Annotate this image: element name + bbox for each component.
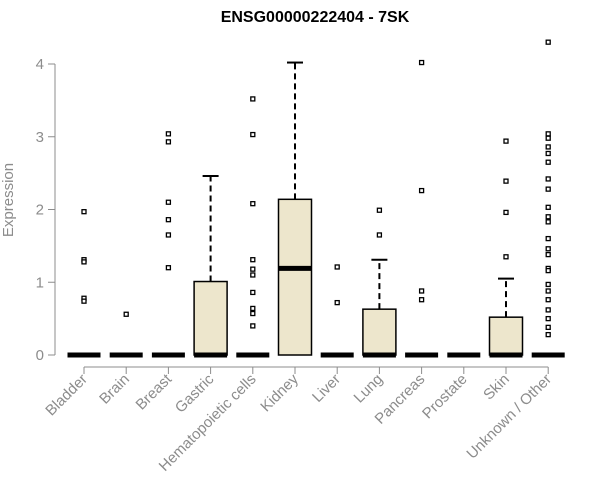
outlier-point [545,135,551,141]
outlier-point [545,214,551,220]
outlier-point [376,232,383,238]
outlier-point [250,266,256,272]
outlier-point [545,251,551,258]
box [277,198,313,356]
outlier-point [545,235,551,242]
outlier-point [545,307,551,313]
x-tick-label: Prostate [419,371,471,423]
y-tick-label: 4 [36,56,44,73]
box [193,280,228,356]
box [362,308,397,356]
y-tick-label: 2 [36,202,44,219]
y-tick-label: 1 [36,274,44,291]
outlier-point [123,311,129,317]
outlier-point [545,204,551,210]
outlier-point [503,178,509,184]
outlier-point [503,209,509,216]
outlier-point [334,299,340,306]
outlier-point [250,310,256,317]
outlier-point [418,288,425,294]
outlier-point [545,131,551,137]
outlier-point [545,331,551,338]
outlier-point [250,272,256,278]
outlier-point [545,297,551,303]
outlier-point [250,323,256,329]
x-tick-label: Lung [351,371,387,407]
outlier-point [250,305,256,312]
outlier-point [250,131,256,138]
outlier-point [165,217,172,223]
y-tick-label: 3 [36,129,44,146]
outlier-point [545,246,551,252]
outlier-point [165,232,172,238]
outlier-point [250,201,256,207]
outlier-point [250,257,256,263]
outlier-point [545,144,551,150]
outlier-point [545,186,551,192]
outlier-point [165,131,172,137]
outlier-point [418,297,425,303]
outlier-point [545,39,551,45]
outlier-point [545,281,551,288]
y-axis-label: Expression [0,163,17,237]
outlier-point [165,199,172,205]
x-tick-label: Skin [480,371,513,404]
outlier-point [418,59,425,66]
x-tick-label: Breast [133,370,176,413]
outlier-point [165,265,172,271]
outlier-point [503,254,509,260]
outlier-point [250,96,256,102]
outlier-point [545,150,551,157]
outlier-point [545,267,551,274]
outlier-point [81,259,87,265]
outlier-point [376,207,383,213]
outlier-point [545,159,551,165]
outlier-point [503,138,509,144]
box [488,316,524,356]
outlier-point [545,219,551,225]
x-tick-label: Bladder [42,371,91,420]
outlier-point [545,288,551,294]
outlier-point [545,176,551,182]
outlier-point [545,324,551,331]
x-tick-label: Liver [309,371,344,406]
outlier-point [545,315,551,322]
outlier-point [81,298,87,304]
outlier-point [334,264,340,270]
outlier-point [81,209,87,215]
y-tick-label: 0 [36,347,44,364]
outlier-point [165,139,172,145]
x-tick-label: Brain [96,371,133,408]
x-tick-label: Kidney [257,370,302,415]
outlier-point [418,187,425,194]
outlier-point [250,289,256,296]
chart-title: ENSG00000222404 - 7SK [221,9,410,26]
